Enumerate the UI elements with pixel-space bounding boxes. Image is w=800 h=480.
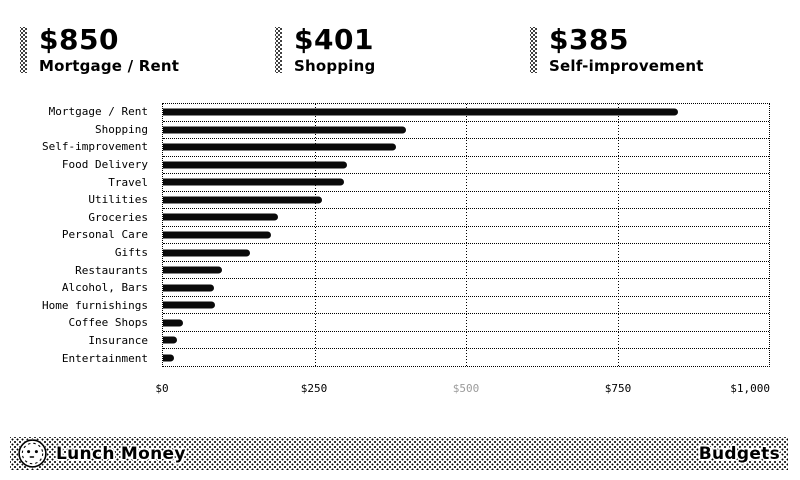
- chart-row: [163, 139, 769, 157]
- category-label: Shopping: [95, 122, 148, 136]
- x-tick-label: $0: [155, 382, 169, 395]
- chart-row: [163, 314, 769, 332]
- summary-cards: $850 Mortgage / Rent $401 Shopping $385 …: [20, 25, 785, 75]
- x-tick-label: $500: [452, 382, 480, 395]
- page-title-budgets[interactable]: Budgets: [698, 443, 780, 464]
- bar-shopping: [163, 126, 406, 134]
- bar-home-furnishings: [163, 301, 215, 309]
- category-label: Self-improvement: [42, 140, 148, 154]
- chart-row: [163, 192, 769, 210]
- card-accent-strip: [530, 27, 537, 73]
- gridline-250: [314, 104, 316, 366]
- card-accent-strip: [275, 27, 282, 73]
- category-label: Alcohol, Bars: [61, 281, 148, 295]
- chart-plot-area: [162, 103, 770, 367]
- category-label: Groceries: [88, 210, 148, 224]
- bar-alcohol-bars: [163, 284, 214, 292]
- bar-mortgage-rent: [163, 108, 679, 116]
- chart-row: [163, 349, 769, 366]
- x-tick-label: $750: [604, 382, 632, 395]
- summary-card: $385 Self-improvement: [530, 25, 785, 75]
- chart-row: [163, 297, 769, 315]
- chart-category-labels: Mortgage / Rent Shopping Self-improvement F…: [0, 103, 148, 367]
- card-amount: $385: [549, 23, 629, 56]
- bar-utilities: [163, 196, 323, 204]
- gridline-500: [466, 104, 467, 366]
- chart-row: [163, 332, 769, 350]
- x-tick-label: $250: [300, 382, 328, 395]
- chart-row: [163, 262, 769, 280]
- chart-row: [163, 244, 769, 262]
- chart-x-axis: $0 $250 $500 $750 $1,000: [155, 382, 770, 398]
- footer-bar: Lunch Money Budgets: [10, 437, 788, 470]
- brand-title[interactable]: Lunch Money: [56, 443, 186, 464]
- x-tick-label: $1,000: [730, 382, 770, 395]
- card-label: Self-improvement: [549, 57, 704, 76]
- chart-row: [163, 209, 769, 227]
- bar-food-delivery: [163, 161, 347, 169]
- bar-gifts: [163, 249, 250, 257]
- bar-personal-care: [163, 231, 271, 239]
- category-label: Insurance: [88, 334, 148, 348]
- budget-bar-chart: Mortgage / Rent Shopping Self-improvement F…: [0, 103, 770, 367]
- category-label: Restaurants: [75, 263, 148, 277]
- card-accent-strip: [20, 27, 27, 73]
- category-label: Travel: [108, 175, 148, 189]
- chart-row: [163, 122, 769, 140]
- chart-row: [163, 174, 769, 192]
- card-amount: $850: [39, 23, 119, 56]
- card-amount: $401: [294, 23, 374, 56]
- bar-travel: [163, 178, 344, 186]
- category-label: Coffee Shops: [68, 316, 148, 330]
- summary-card: $850 Mortgage / Rent: [20, 25, 275, 75]
- lunch-money-logo-icon[interactable]: [18, 439, 47, 468]
- bar-entertainment: [163, 354, 174, 362]
- bar-groceries: [163, 213, 278, 221]
- category-label: Entertainment: [61, 351, 148, 365]
- card-label: Mortgage / Rent: [39, 57, 180, 76]
- bar-coffee-shops: [163, 319, 183, 327]
- category-label: Personal Care: [61, 228, 148, 242]
- category-label: Home furnishings: [42, 298, 148, 312]
- bar-restaurants: [163, 266, 222, 274]
- category-label: Utilities: [88, 193, 148, 207]
- category-label: Mortgage / Rent: [48, 105, 148, 119]
- card-label: Shopping: [294, 57, 376, 76]
- chart-row: [163, 279, 769, 297]
- category-label: Food Delivery: [61, 158, 148, 172]
- summary-card: $401 Shopping: [275, 25, 530, 75]
- bar-self-improvement: [163, 143, 397, 151]
- bar-insurance: [163, 336, 177, 344]
- category-label: Gifts: [114, 246, 148, 260]
- chart-row: [163, 104, 769, 122]
- gridline-750: [617, 104, 619, 366]
- chart-row: [163, 227, 769, 245]
- chart-row: [163, 157, 769, 175]
